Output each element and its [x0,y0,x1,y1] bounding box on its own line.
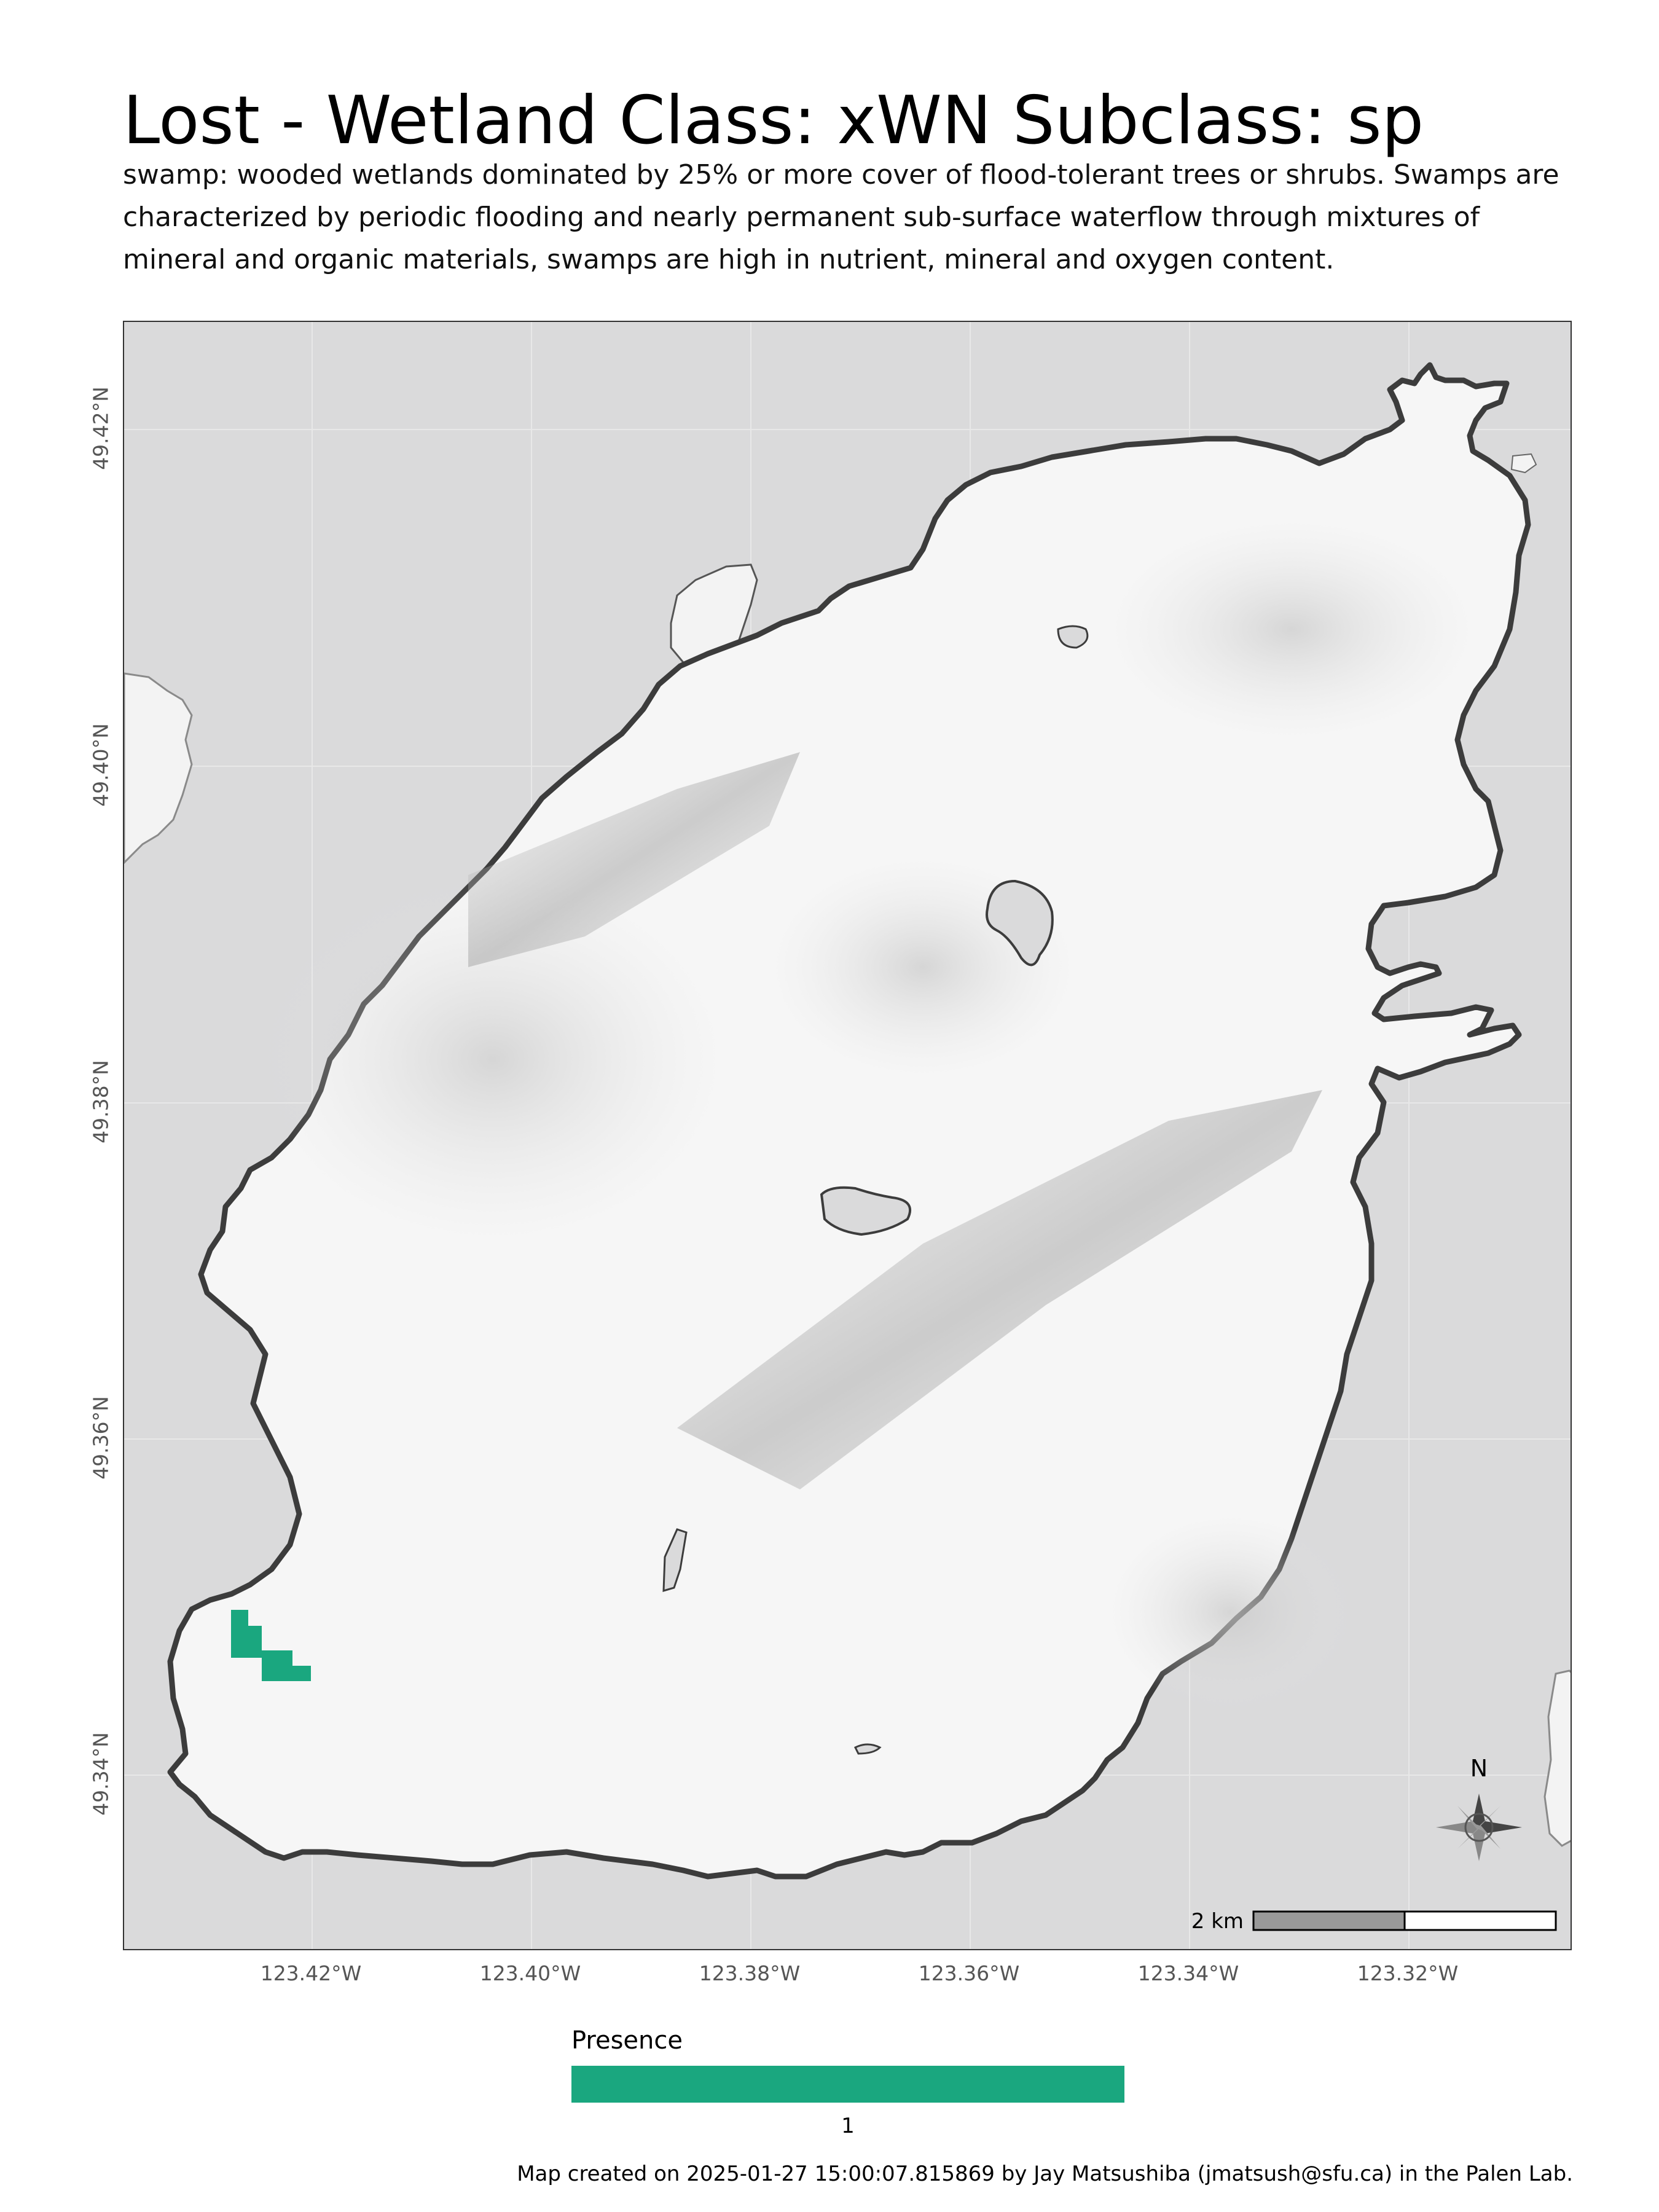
lake-north [986,879,1054,967]
lake-central [820,1186,912,1236]
lat-tick: 49.40°N [88,723,113,807]
lon-tick: 123.42°W [260,1961,362,1985]
presence-cell [262,1666,292,1681]
scale-bar [1252,1910,1557,1931]
lon-tick: 123.38°W [699,1961,801,1985]
west-mainland [124,672,193,865]
legend-color-bar [571,2066,1124,2103]
lon-tick: 123.36°W [918,1961,1020,1985]
presence-cell [262,1650,292,1658]
presence-cells[interactable] [231,1610,311,1681]
pond-south [853,1743,882,1755]
lat-tick: 49.42°N [88,386,113,470]
east-islet [1543,1669,1571,1847]
legend-title: Presence [571,2026,683,2055]
lake-south [662,1528,688,1593]
lon-tick: 123.32°W [1357,1961,1459,1985]
northeast-islet [1510,453,1537,474]
map-panel[interactable]: N 2 km [123,321,1572,1950]
lake-east-small [1057,625,1089,649]
lat-tick: 49.36°N [88,1396,113,1480]
lon-tick: 123.34°W [1137,1961,1239,1985]
presence-cell [231,1626,262,1642]
legend-label: 1 [841,2114,855,2138]
presence-cell [231,1642,262,1658]
scale-bar-label: 2 km [1191,1909,1244,1934]
map-caption: Map created on 2025-01-27 15:00:07.81586… [517,2162,1573,2186]
lat-tick: 49.34°N [88,1732,113,1816]
map-title: Lost - Wetland Class: xWN Subclass: sp [123,82,1424,159]
north-arrow-icon [1436,1794,1522,1861]
hillshade [259,519,1476,1711]
presence-cell [292,1666,311,1681]
map-subtitle: swamp: wooded wetlands dominated by 25% … [123,159,1559,275]
presence-cell [231,1610,248,1626]
lat-tick: 49.38°N [88,1060,113,1143]
north-label: N [1470,1755,1488,1782]
map-canvas: N 2 km [124,322,1571,1949]
lon-tick: 123.40°W [479,1961,581,1985]
